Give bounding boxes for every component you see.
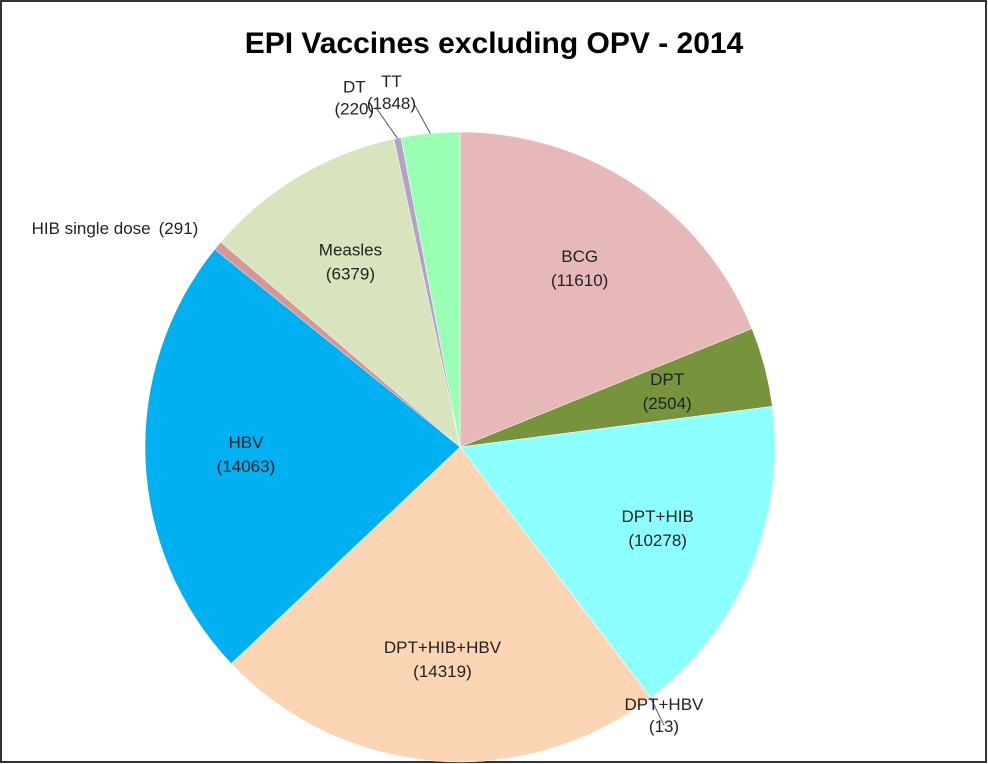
leader-line xyxy=(413,102,431,134)
pie-slice xyxy=(144,248,461,664)
slice-label: DPT+HBV xyxy=(625,695,705,714)
pie-slice xyxy=(459,406,776,699)
slice-value-label: (6379) xyxy=(326,264,375,283)
slice-value-label: (14063) xyxy=(217,457,276,476)
pie-slice xyxy=(459,131,753,448)
pie-slice xyxy=(230,446,651,763)
slice-label: HIB single dose xyxy=(32,219,151,238)
pie-slice xyxy=(220,138,461,448)
leader-line xyxy=(650,697,665,726)
slice-value-label: (10278) xyxy=(628,531,687,550)
slice-value-label: (11610) xyxy=(551,271,608,290)
pie-slice xyxy=(400,131,461,448)
slice-value-label: (1848) xyxy=(367,94,416,113)
slice-label: DPT+HIB xyxy=(622,507,694,526)
slice-label: DPT xyxy=(650,370,684,389)
slice-label: BCG xyxy=(561,247,598,266)
slice-label: DPT+HIB+HBV xyxy=(384,638,502,657)
slice-value-label: (14319) xyxy=(413,662,472,681)
chart-title: EPI Vaccines excluding OPV - 2014 xyxy=(245,27,744,60)
slice-label: TT xyxy=(381,72,402,91)
slice-value-label: (13) xyxy=(649,717,679,736)
slice-label: HBV xyxy=(228,433,264,452)
slice-value-label: (291) xyxy=(159,219,199,238)
slice-value-label: (2504) xyxy=(643,394,692,413)
slice-value-label: (220) xyxy=(334,100,374,119)
leader-line xyxy=(375,107,398,139)
slice-label: DT xyxy=(343,78,366,97)
slice-label: Measles xyxy=(319,240,382,259)
